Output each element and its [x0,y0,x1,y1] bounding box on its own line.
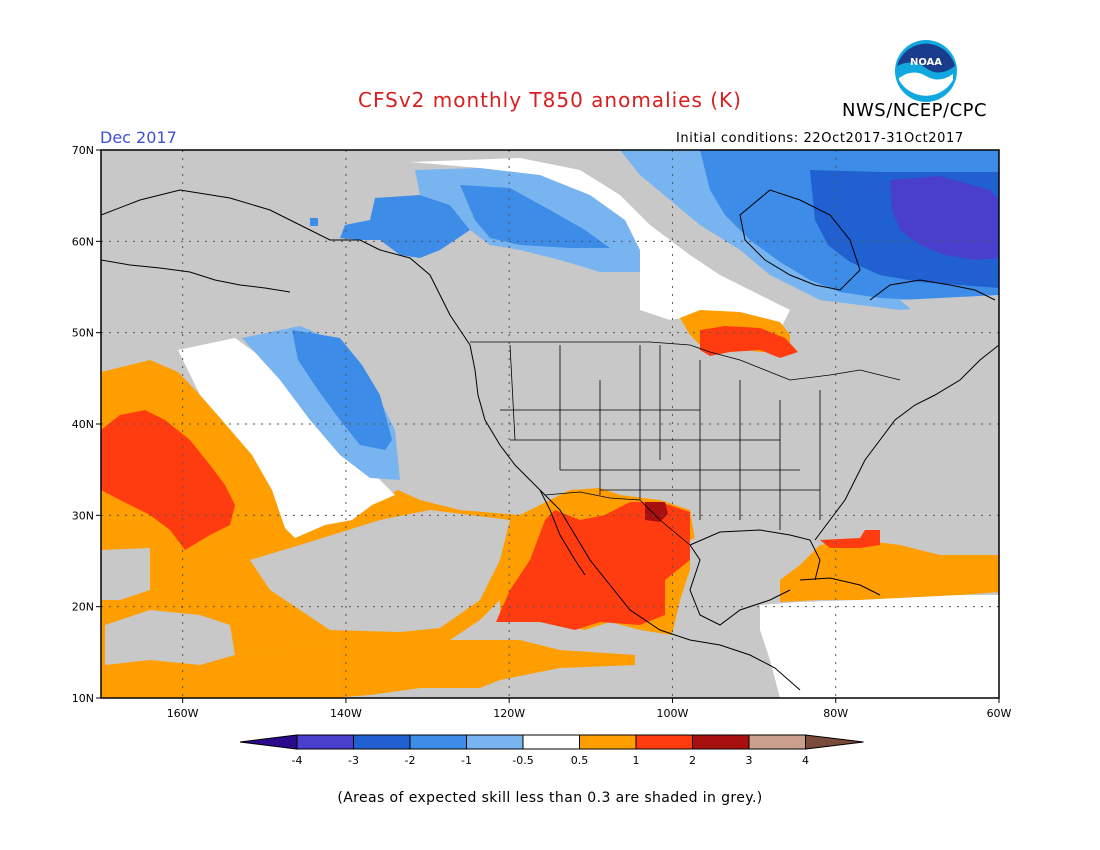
chart-title: CFSv2 monthly T850 anomalies (K) [358,88,742,112]
coast-west [469,344,801,691]
colorbar-tick-label: -4 [292,754,303,767]
anomaly-region-pacific-warm-south [101,640,635,698]
anomaly-region-caribbean-orange [780,540,999,602]
anomaly-region-pacific-blue [292,330,392,450]
coast-gulf-north [689,529,821,581]
colorbar-tick-label: 0.5 [571,754,589,767]
colorbar-tick-label: 3 [746,754,753,767]
lat-label: 30N [72,509,94,522]
coast-hudson [739,189,861,291]
initial-conditions-label: Initial conditions: 22Oct2017-31Oct2017 [676,131,964,146]
political-boundaries [470,341,901,546]
colorbar-tick-label: -2 [405,754,416,767]
anomaly-region-north-blue [460,185,610,248]
colorbar-tick-label: 1 [633,754,640,767]
lon-label: 160W [167,707,199,720]
anomaly-region-canada-white [410,158,790,330]
lon-label: 60W [987,707,1012,720]
border-us-canada [470,341,901,381]
skill-mask-labrador [900,295,999,330]
skill-mask-gulf [690,525,810,620]
logo-text: NOAA [910,57,942,68]
colorbar-bin [522,734,580,750]
anomaly-region-alaska-blue [340,195,470,258]
lat-label: 20N [72,601,94,614]
anomaly-region-texas-darkred [645,502,668,522]
footnote: (Areas of expected skill less than 0.3 a… [337,790,763,806]
lat-label: 50N [72,327,94,340]
anomaly-region-tropical-white [760,595,999,698]
colorbar-bin [296,734,354,750]
map-field [101,150,999,698]
coast-east [814,344,999,541]
coast-baja [539,489,586,576]
colorbar-tick-label: 4 [802,754,809,767]
anomaly-region-caribbean-red [820,530,880,548]
colorbar-tick-label: -0.5 [512,754,533,767]
colorbar-bin [692,734,750,750]
colorbar-extend-high [805,734,864,750]
anomaly-region-pacific-white [178,338,395,538]
month-label: Dec 2017 [100,128,177,147]
colorbar-tick-labels: -4 -3 -2 -1 -0.5 0.5 1 2 3 4 [292,754,809,767]
lon-label: 80W [823,707,848,720]
colorbar-tick-label: -3 [348,754,359,767]
anomaly-region-great-lakes-red [700,326,798,358]
noaa-logo: NOAA [895,40,957,102]
colorbar-bin [579,734,637,750]
lon-label: 120W [493,707,525,720]
skill-mask-central-pacific [250,510,510,632]
latitude-labels: 70N 60N 50N 40N 30N 20N 10N [72,144,101,705]
colorbar-bin [466,734,524,750]
colorbar-tick-label: 2 [689,754,696,767]
lon-label: 100W [657,707,689,720]
anomaly-cell-small-blue [310,218,318,226]
coast-cuba [799,577,881,596]
coastlines [101,189,999,691]
colorbar-bin [635,734,693,750]
map-gridlines [101,150,999,698]
coast-labrador [869,279,996,301]
lon-label: 140W [330,707,362,720]
anomaly-region-east-canada-deepblue [890,176,999,260]
lat-label: 70N [72,144,94,157]
lat-label: 40N [72,418,94,431]
colorbar-bin [353,734,411,750]
longitude-labels: 160W 140W 120W 100W 80W 60W [167,698,1012,720]
skill-mask-hawaii [105,610,235,665]
anomaly-region-pacific-red [101,410,235,550]
colorbar-bin [748,734,806,750]
lat-label: 60N [72,235,94,248]
colorbar [239,734,864,750]
colorbar-bin [409,734,467,750]
coast-alaska [101,189,471,346]
coast-gulf [689,544,791,626]
anomaly-region-mexico-red [496,502,690,630]
agency-label: NWS/NCEP/CPC [842,100,988,121]
coast-alaska-south [101,259,291,293]
border-us-mexico [544,491,691,546]
colorbar-extend-low [239,734,298,750]
lat-label: 10N [72,692,94,705]
colorbar-tick-label: -1 [461,754,472,767]
state-lines [500,344,821,530]
skill-mask-west [101,548,150,600]
